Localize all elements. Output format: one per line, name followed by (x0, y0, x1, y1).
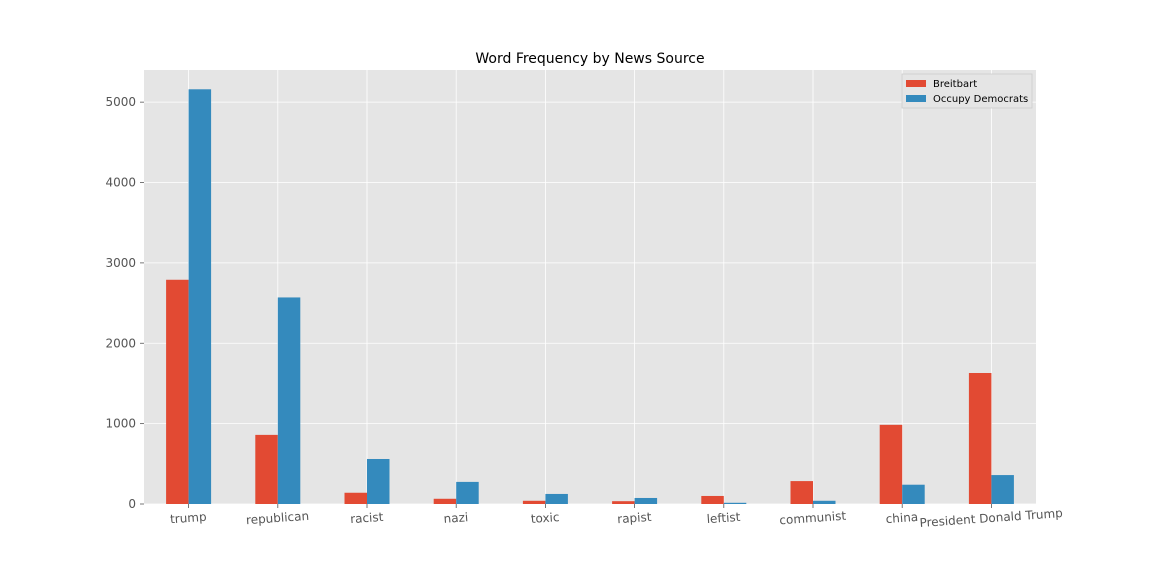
bars-group (166, 89, 1014, 505)
x-tick-label: rapist (617, 510, 652, 526)
y-tick-label: 4000 (105, 176, 136, 190)
x-tick-label: trump (170, 510, 207, 527)
y-tick-label: 3000 (105, 256, 136, 270)
y-axis: 0 1000 2000 3000 4000 5000 (105, 95, 144, 511)
legend-label: Breitbart (933, 79, 977, 90)
bar-occupy-democrats (367, 458, 390, 504)
bar-breitbart (879, 424, 903, 504)
legend-label: Occupy Democrats (933, 94, 1028, 105)
bar-breitbart (255, 434, 278, 504)
y-tick-label: 1000 (105, 417, 136, 431)
bar-occupy-democrats (188, 89, 212, 505)
bar-breitbart (790, 481, 813, 504)
x-tick-label: leftist (706, 510, 741, 526)
x-tick-label: toxic (530, 510, 560, 526)
bar-breitbart (701, 495, 724, 504)
bar-occupy-democrats (277, 297, 301, 504)
legend-frame (901, 73, 1033, 109)
x-tick-label: racist (350, 510, 384, 526)
bar-occupy-democrats (545, 493, 568, 504)
bar-breitbart (166, 279, 189, 504)
x-tick-label: President Donald Trump (919, 506, 1063, 530)
bar-breitbart (612, 501, 635, 504)
legend-swatch (906, 80, 926, 87)
bar-occupy-democrats (813, 500, 836, 504)
bar-occupy-democrats (723, 502, 747, 504)
legend-swatch (906, 95, 926, 102)
x-tick-label: nazi (443, 510, 469, 526)
bar-occupy-democrats (456, 481, 479, 504)
bar-breitbart (522, 500, 546, 504)
bar-breitbart (344, 492, 367, 504)
bar-breitbart (433, 498, 457, 504)
x-tick-label: communist (779, 509, 847, 528)
legend: Breitbart Occupy Democrats (901, 73, 1033, 109)
bar-breitbart (968, 372, 992, 504)
bar-occupy-democrats (634, 497, 658, 504)
y-tick-label: 5000 (105, 95, 136, 109)
chart-title: Word Frequency by News Source (475, 51, 704, 67)
x-tick-label: china (885, 510, 918, 526)
bar-occupy-democrats (902, 484, 925, 504)
x-axis: trump republican racist nazi toxic rapist left… (170, 504, 1063, 530)
bar-occupy-democrats (991, 475, 1014, 504)
y-tick-label: 2000 (105, 336, 136, 350)
x-tick-label: republican (246, 509, 310, 527)
y-tick-label: 0 (128, 497, 136, 511)
